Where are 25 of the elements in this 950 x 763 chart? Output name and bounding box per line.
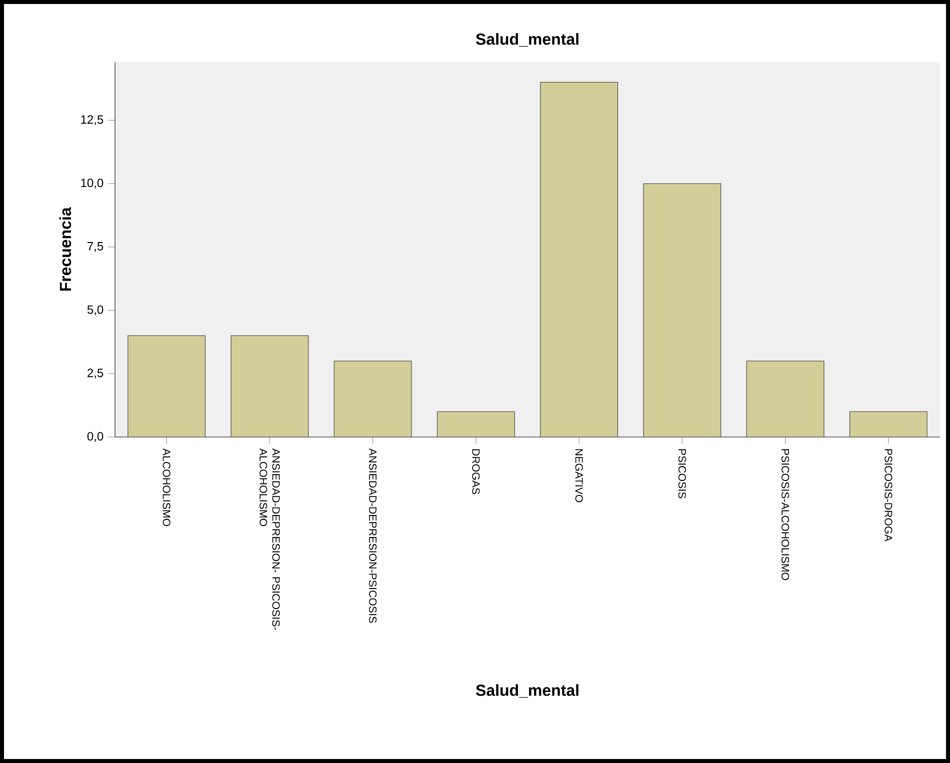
bar xyxy=(334,360,412,437)
bar xyxy=(128,335,206,437)
x-tick-label: ANSIEDAD-DEPRESION- PSICOSIS-ALCOHOLISMO xyxy=(260,448,280,630)
y-tick-label: 2,5 xyxy=(88,368,104,379)
x-tick-label: NEGATIVO xyxy=(575,449,583,502)
x-axis-title: Salud_mental xyxy=(476,684,578,698)
x-tick-label: ALCOHOLISMO xyxy=(162,448,170,526)
bar xyxy=(850,411,928,437)
y-tick-label: 12,5 xyxy=(81,115,104,126)
chart-title: Salud_mental xyxy=(476,33,578,47)
x-tick-label: PSICOSIS-DROGA xyxy=(884,449,892,542)
x-tick-label: ANSIEDAD-DEPRESION-PSICOSIS xyxy=(369,448,377,623)
x-tick-label: DROGAS xyxy=(472,449,480,494)
y-tick-label: 0,0 xyxy=(87,432,104,442)
bar xyxy=(540,82,618,437)
y-tick-label: 7,5 xyxy=(88,242,104,252)
x-tick-label: PSICOSIS-ALCOHOLISMO xyxy=(782,449,790,580)
bar xyxy=(643,183,722,437)
y-tick-label: 10,0 xyxy=(81,178,104,189)
bar xyxy=(437,411,515,437)
y-axis-title: Frecuencia xyxy=(59,207,72,291)
x-tick-label: PSICOSIS xyxy=(678,449,686,498)
bar xyxy=(746,360,824,437)
y-tick-label: 5,0 xyxy=(87,305,104,316)
bar xyxy=(230,335,309,437)
